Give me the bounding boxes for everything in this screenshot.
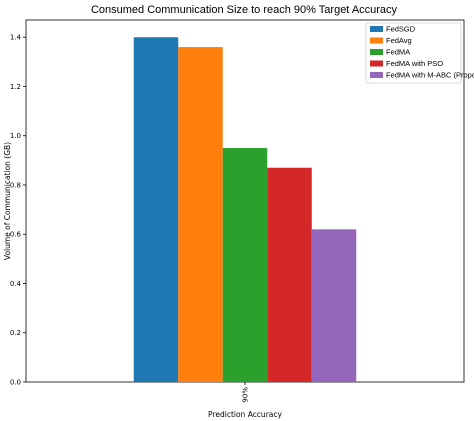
y-tick-label: 0.6 — [10, 231, 22, 239]
legend-swatch — [370, 26, 383, 32]
y-tick-label: 1.0 — [10, 132, 21, 140]
legend-label: FedMA with M-ABC (Proposed) — [386, 71, 474, 80]
legend-label: FedMA — [386, 48, 410, 57]
y-tick-label: 0.2 — [10, 329, 21, 337]
chart-title: Consumed Communication Size to reach 90%… — [91, 4, 398, 16]
legend-label: FedAvg — [386, 36, 412, 45]
y-tick-label: 1.4 — [10, 34, 22, 42]
legend: FedSGD FedAvg FedMA FedMA with PSO FedMA wit… — [365, 22, 474, 84]
y-tick-label: 0.8 — [10, 181, 21, 189]
legend-label: FedMA with PSO — [386, 59, 443, 68]
legend-label: FedSGD — [386, 25, 416, 34]
legend-swatch — [370, 49, 383, 55]
y-tick-label: 1.2 — [10, 83, 21, 91]
legend-swatch — [370, 37, 383, 44]
bar-fedsgd — [133, 37, 179, 382]
bar-fedma-with-m-abc-proposed — [311, 229, 357, 382]
bar-fedavg — [178, 47, 223, 382]
legend-swatch — [370, 72, 383, 78]
legend-swatch — [370, 60, 383, 67]
y-tick-label: 0.0 — [10, 379, 21, 387]
bar-fedma — [222, 148, 268, 382]
y-axis-label: Volume of Communication (GB) — [3, 142, 12, 260]
x-axis-label: Prediction Accuracy — [208, 410, 282, 419]
x-tick-label: 90% — [242, 387, 250, 403]
y-axis: 0.0 0.2 0.4 0.6 0.8 1.0 1.2 1.4 — [10, 34, 26, 387]
bar-fedma-with-pso — [267, 167, 312, 382]
legend-box — [365, 22, 462, 84]
bar-group — [133, 37, 357, 382]
y-tick-label: 0.4 — [10, 280, 22, 288]
x-axis: 90% — [242, 382, 250, 403]
